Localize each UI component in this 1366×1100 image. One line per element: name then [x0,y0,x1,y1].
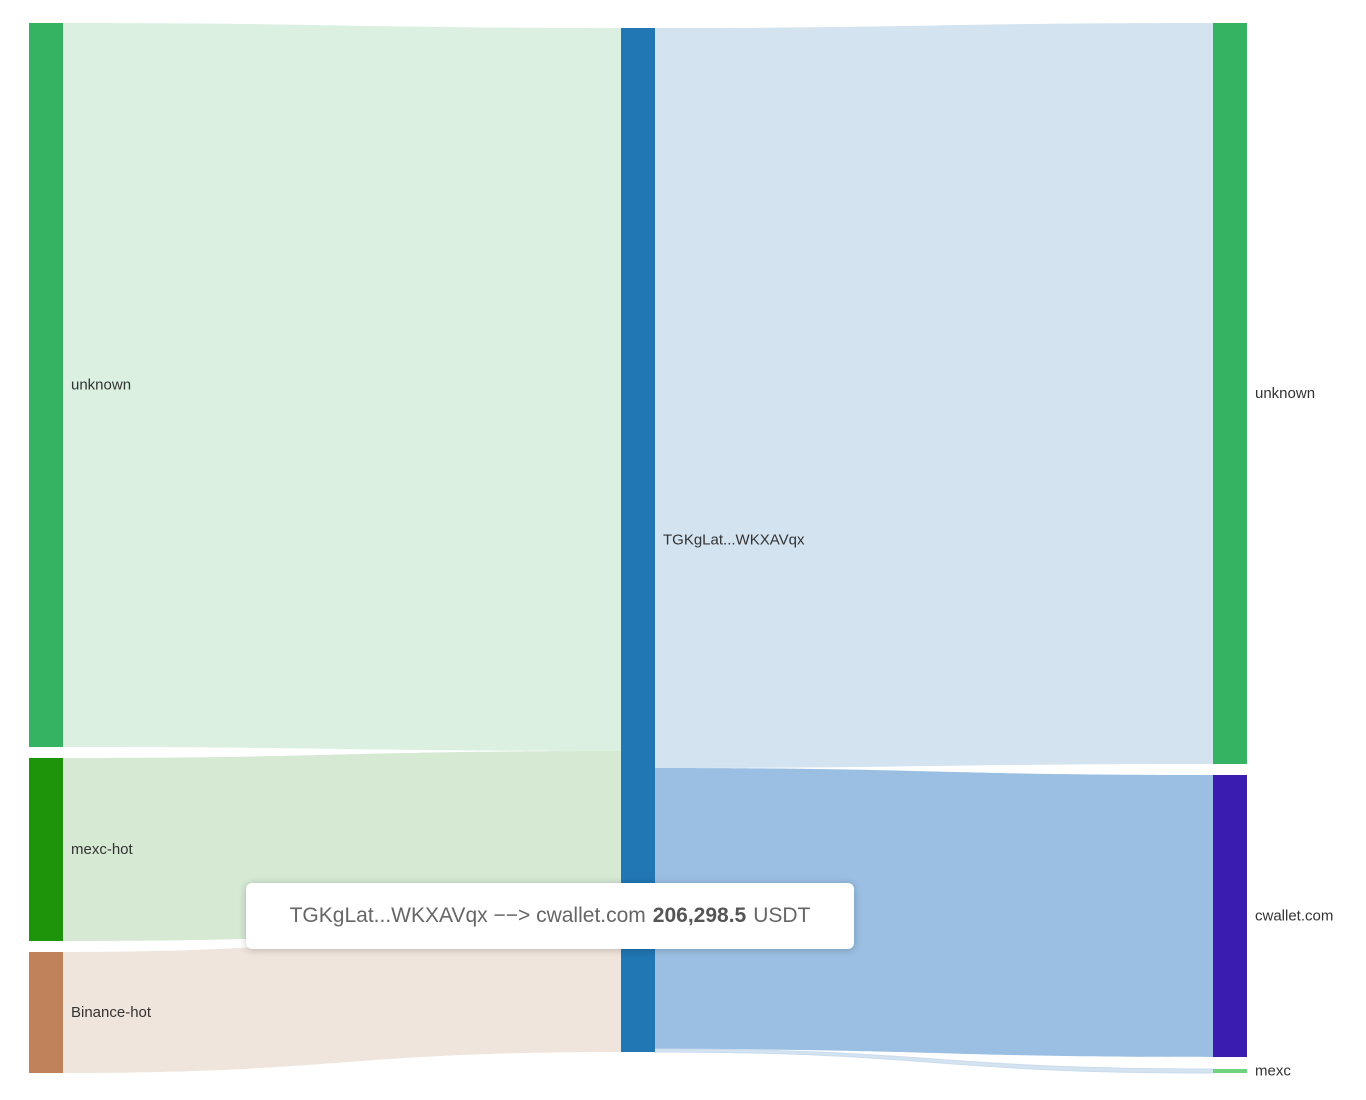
node-label-src-mexc-hot: mexc-hot [71,841,134,858]
nodes-layer [29,23,1247,1073]
node-src-binance-hot[interactable] [29,952,63,1073]
node-label-dst-mexc: mexc [1255,1063,1291,1080]
node-label-dst-unknown: unknown [1255,385,1315,402]
link-src-binance-hot-to-center[interactable] [63,930,621,1073]
tooltip-unit: USDT [753,904,811,927]
node-src-mexc-hot[interactable] [29,758,63,941]
node-label-src-binance-hot: Binance-hot [71,1004,152,1021]
link-center-to-dst-cwallet[interactable] [655,768,1213,1057]
node-dst-mexc[interactable] [1213,1069,1247,1073]
node-label-dst-cwallet: cwallet.com [1255,908,1333,925]
links-layer [63,23,1214,1074]
link-center-to-dst-unknown[interactable] [655,23,1213,768]
node-dst-cwallet[interactable] [1213,775,1247,1057]
node-center[interactable] [621,28,655,1052]
tooltip-amount: 206,298.5 [652,904,747,927]
tooltip-text: TGKgLat...WKXAVqx −−> cwallet.com [289,904,646,927]
link-tooltip: TGKgLat...WKXAVqx −−> cwallet.com 206,29… [246,883,854,949]
node-src-unknown[interactable] [29,23,63,747]
link-src-unknown-to-center[interactable] [63,23,621,751]
node-label-src-unknown: unknown [71,377,131,394]
node-label-center: TGKgLat...WKXAVqx [663,532,805,549]
node-dst-unknown[interactable] [1213,23,1247,764]
labels-layer: unknown mexc-hot Binance-hot TGKgLat...WKXA… [71,377,1333,1080]
